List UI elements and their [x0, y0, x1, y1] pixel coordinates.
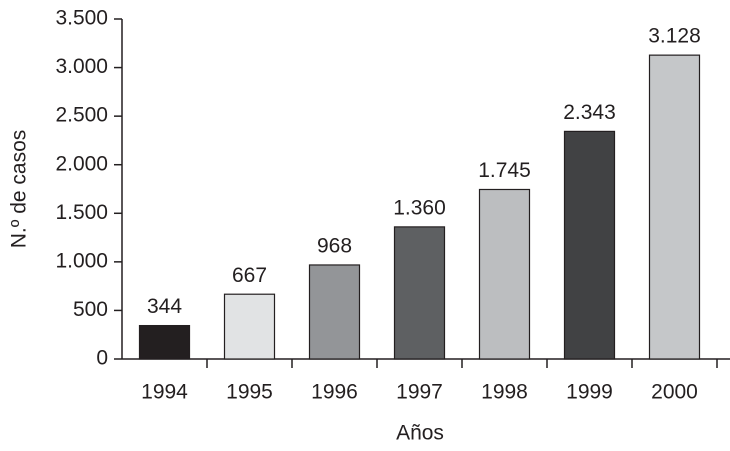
- y-tick-label: 1.500: [55, 201, 108, 224]
- y-tick-label: 1.000: [55, 249, 108, 272]
- bar: [478, 188, 531, 360]
- x-tick-label: 1994: [141, 381, 188, 404]
- y-tick-label: 3.500: [55, 7, 108, 30]
- value-label: 1.745: [478, 159, 531, 182]
- x-tick-label: 2000: [651, 381, 698, 404]
- x-tick-label: 1998: [481, 381, 528, 404]
- bar: [393, 226, 446, 360]
- y-tick-label: 2.000: [55, 152, 108, 175]
- value-label: 344: [147, 295, 182, 318]
- x-tick-label: 1996: [311, 381, 358, 404]
- value-label: 3.128: [648, 25, 701, 48]
- bar: [138, 324, 191, 360]
- bar: [648, 54, 701, 360]
- y-tick-label: 500: [73, 298, 108, 321]
- y-tick-label: 2.500: [55, 104, 108, 127]
- y-tick-label: 3.000: [55, 55, 108, 78]
- x-tick-label: 1995: [226, 381, 273, 404]
- x-tick-label: 1999: [566, 381, 613, 404]
- bar: [223, 293, 276, 360]
- value-label: 968: [317, 235, 352, 258]
- y-axis-label: N.º de casos: [8, 130, 31, 249]
- x-axis-label: Años: [396, 422, 444, 445]
- y-tick-label: 0: [96, 347, 108, 370]
- x-tick-label: 1997: [396, 381, 443, 404]
- value-label: 1.360: [393, 196, 446, 219]
- bar: [563, 130, 616, 360]
- bar: [308, 264, 361, 360]
- value-label: 667: [232, 264, 267, 287]
- value-label: 2.343: [563, 101, 616, 124]
